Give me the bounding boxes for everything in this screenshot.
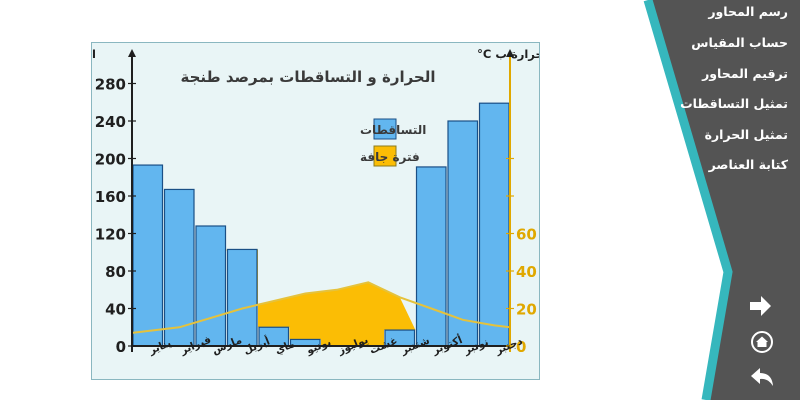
undo-arrow-icon[interactable]	[748, 366, 776, 390]
right-tick-label-3: 60	[516, 226, 537, 244]
menu-item-numbering[interactable]: ترقيم المحاور	[702, 66, 788, 81]
sidebar-stripe	[643, 0, 733, 400]
left-tick-label-5: 200	[95, 151, 126, 169]
left-tick-label-7: 280	[95, 76, 126, 94]
climate-chart: الحرارة و التساقطات بمرصد طنجة التساقطات …	[0, 47, 552, 357]
menu-item-axes[interactable]: رسم المحاور	[708, 4, 788, 19]
left-tick-label-0: 0	[116, 338, 126, 356]
temperature-line	[131, 281, 511, 334]
climate-chart-panel: الحرارة و التساقطات بمرصد طنجة التساقطات …	[0, 42, 552, 380]
arrow-right-icon[interactable]	[748, 294, 774, 318]
right-axis-arrow	[506, 49, 514, 57]
menu-item-precipitation[interactable]: تمثيل التساقطات	[680, 96, 788, 111]
legend-label-precipitation: التساقطات	[360, 123, 426, 137]
right-axis-label: الحرارة ب C°	[477, 47, 539, 61]
left-tick-label-2: 80	[105, 263, 126, 281]
precipitation-bar-4	[226, 248, 258, 347]
chart-title: الحرارة و التساقطات بمرصد طنجة	[180, 68, 435, 86]
right-tick-label-0: 0	[516, 338, 526, 356]
home-icon[interactable]	[750, 330, 774, 354]
legend-swatch-dry	[373, 145, 397, 167]
left-tick-label-1: 40	[105, 301, 126, 319]
left-tick-label-3: 120	[95, 226, 126, 244]
menu-item-elements[interactable]: كتابة العناصر	[708, 157, 788, 172]
left-tick-label-4: 160	[95, 188, 126, 206]
precipitation-bar-2	[163, 188, 195, 347]
left-axis-label: التساقطات ب mm	[92, 47, 96, 61]
dry-period-area	[226, 249, 416, 346]
precipitation-bar-1	[132, 164, 164, 347]
legend-swatch-precipitation	[373, 118, 397, 140]
right-tick-label-2: 40	[516, 263, 537, 281]
precipitation-bar-10	[415, 166, 447, 347]
menu-item-temperature[interactable]: تمثيل الحرارة	[704, 127, 788, 142]
precipitation-bar-3	[195, 225, 227, 347]
sidebar-background	[648, 0, 800, 400]
menu-item-scale[interactable]: حساب المقياس	[691, 35, 788, 50]
left-axis-arrow	[128, 49, 136, 57]
left-tick-label-6: 240	[95, 113, 126, 131]
right-tick-label-1: 20	[516, 301, 537, 319]
precipitation-bar-12	[478, 102, 510, 347]
precipitation-bar-11	[447, 120, 479, 347]
legend-label-dry: فترة جافة	[360, 150, 420, 164]
